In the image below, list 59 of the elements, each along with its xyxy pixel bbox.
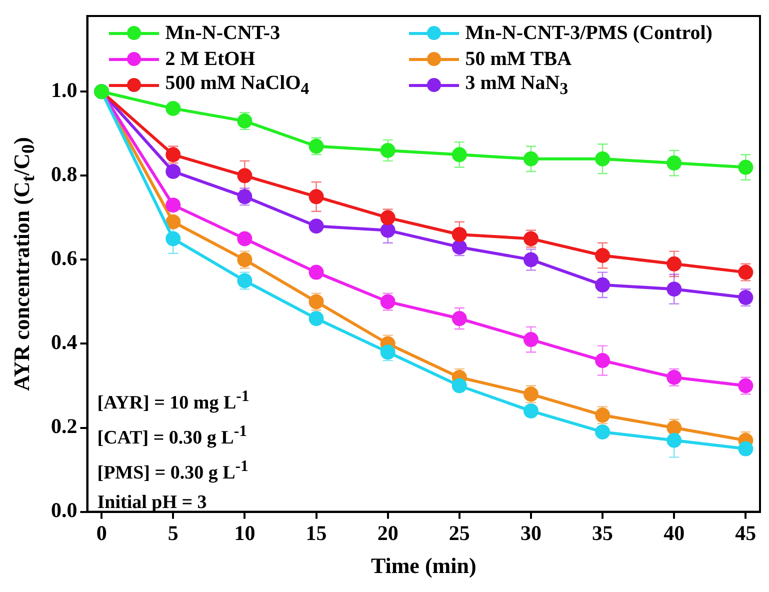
point [595, 353, 610, 368]
point [595, 151, 610, 166]
point [308, 189, 324, 204]
point [523, 151, 538, 166]
annotation: [PMS] = 0.30 g L$^{-1}$ [97, 457, 250, 486]
annotation: Initial pH = 3 [97, 490, 208, 515]
x-tick-label: 10 [234, 520, 256, 545]
legend-label: Mn-N-CNT-3/PMS (Control) [465, 22, 712, 44]
point [452, 311, 467, 326]
x-tick-label: 20 [377, 520, 398, 545]
x-tick-label: 0 [96, 520, 107, 545]
point [452, 147, 467, 162]
point [738, 441, 754, 456]
point [666, 256, 682, 272]
y-tick-label: 1.0 [51, 78, 78, 102]
point [523, 252, 538, 268]
annotation: [CAT] = 0.30 g L$^{-1}$ [97, 422, 248, 450]
y-tick-label: 0.4 [51, 330, 78, 354]
point [738, 160, 754, 175]
point [308, 218, 324, 234]
y-tick-label: 0.0 [51, 498, 78, 522]
x-axis-title: Time (min) [370, 553, 476, 579]
point [308, 264, 324, 280]
legend-label: Mn-N-CNT-3 [165, 22, 280, 44]
x-tick-label: 30 [520, 520, 542, 545]
point [380, 222, 396, 238]
y-tick-label: 0.8 [51, 162, 78, 186]
annotation: [AYR] = 10 mg L$^{-1}$ [97, 386, 250, 416]
point [595, 248, 610, 263]
y-tick-label: 0.6 [51, 246, 78, 270]
point [595, 424, 610, 440]
point [380, 142, 396, 158]
x-tick-label: 15 [306, 520, 327, 545]
point [237, 168, 252, 184]
point [523, 403, 538, 418]
legend-label: 3 mM NaN$_{3}$ [465, 72, 568, 98]
x-tick-label: 25 [448, 520, 470, 545]
x-tick-label: 45 [735, 520, 756, 545]
x-tick-label: 35 [592, 520, 614, 545]
point [166, 231, 181, 246]
point [166, 164, 181, 179]
x-tick-label: 40 [664, 520, 685, 545]
point [166, 100, 181, 116]
point [523, 332, 538, 348]
legend-label: 500 mM NaClO$_{4}$ [165, 72, 310, 98]
point [166, 214, 181, 230]
point [666, 282, 682, 297]
x-tick-label: 5 [168, 520, 178, 545]
point [166, 198, 181, 213]
point [666, 156, 682, 171]
legend-label: 50 mM TBA [465, 48, 572, 70]
point [237, 231, 252, 246]
point [308, 311, 324, 326]
point [452, 378, 467, 394]
y-tick-label: 0.2 [51, 414, 78, 438]
point [452, 226, 467, 242]
point [595, 277, 610, 292]
legend-label: 2 M EtOH [165, 48, 256, 70]
point [666, 432, 682, 448]
